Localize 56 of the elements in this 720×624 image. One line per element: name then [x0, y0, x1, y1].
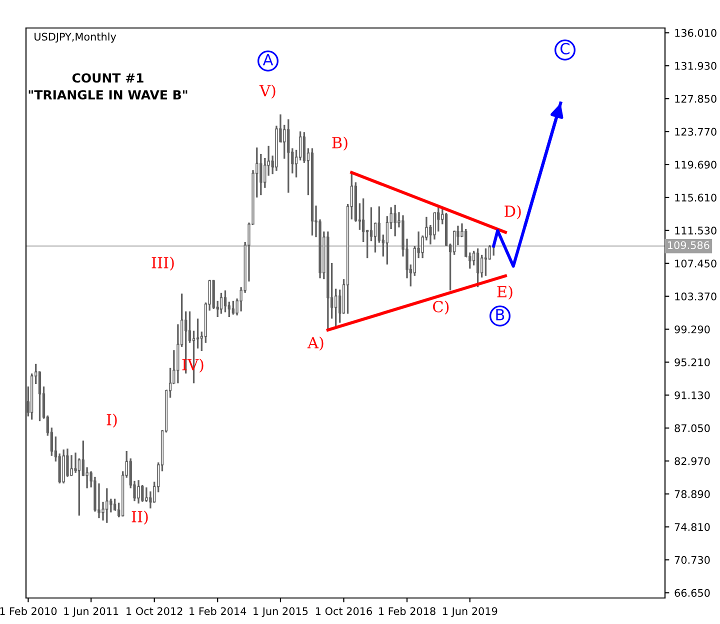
y-tick-label: 78.890	[674, 490, 710, 498]
annotation: A)	[307, 336, 324, 351]
candlestick	[484, 248, 488, 277]
y-tick-label: 111.530	[675, 226, 716, 235]
candlestick	[106, 487, 108, 524]
ref-line-label: 109.586	[668, 241, 710, 250]
annotation: II)	[132, 510, 148, 525]
y-tick-label: 107.450	[675, 260, 716, 268]
candlestick	[488, 244, 492, 261]
annotation: A	[262, 54, 274, 66]
x-tick-label: 1 Jun 2015	[254, 607, 308, 618]
annotation: E)	[497, 286, 512, 300]
y-tick-label: 70.730	[674, 556, 710, 564]
annotation: COUNT #1 "TRIANGLE IN WAVE B"	[28, 73, 188, 100]
y-tick-label: 119.690	[675, 160, 716, 169]
annotation: V)	[259, 84, 276, 99]
candlestick	[70, 454, 73, 476]
y-tick-label: 74.810	[674, 523, 710, 531]
y-tick-label: 115.610	[675, 194, 716, 202]
y-tick-label: 131.930	[675, 62, 716, 70]
y-tick-label: 95.210	[674, 358, 710, 366]
x-tick-label: 1 Jun 2019	[443, 607, 498, 618]
annotation: B	[496, 309, 504, 320]
annotation: B)	[332, 136, 348, 151]
chart-title: USDJPY,Monthly	[34, 32, 116, 43]
candlestick	[476, 248, 480, 288]
annotation: III)	[152, 256, 174, 271]
x-tick-label: 1 Feb 2014	[190, 607, 246, 616]
y-tick-label: 87.050	[674, 424, 710, 432]
x-tick-label: 1 Feb 2010	[0, 607, 57, 616]
candlestick	[62, 448, 65, 484]
x-tick-label: 1 Feb 2018	[379, 607, 436, 616]
y-tick-label: 66.650	[674, 588, 710, 597]
candlestick	[275, 124, 278, 172]
y-tick-label: 123.770	[675, 128, 716, 136]
candlestick	[220, 292, 223, 315]
candlestick	[334, 288, 338, 328]
candlestick	[145, 486, 148, 503]
candlestick	[110, 498, 112, 514]
annotation: C)	[433, 300, 449, 315]
candlestick	[137, 479, 140, 504]
candlestick	[302, 131, 306, 164]
y-tick-label: 91.130	[674, 391, 710, 400]
annotation: D)	[504, 205, 521, 220]
annotation: I)	[106, 414, 117, 428]
line-series	[492, 102, 562, 268]
x-tick-label: 1 Oct 2012	[126, 607, 182, 616]
y-tick-label: 99.290	[674, 325, 710, 334]
x-tick-label: 1 Jun 2011	[64, 607, 118, 618]
x-tick-label: 1 Oct 2016	[316, 607, 372, 616]
candlestick	[224, 290, 227, 314]
y-tick-label: 103.370	[675, 292, 716, 300]
y-tick-label: 136.010	[675, 28, 716, 37]
y-tick-label: 82.970	[674, 457, 710, 466]
y-tick-label: 127.850	[675, 94, 716, 103]
annotation: C	[560, 42, 570, 54]
